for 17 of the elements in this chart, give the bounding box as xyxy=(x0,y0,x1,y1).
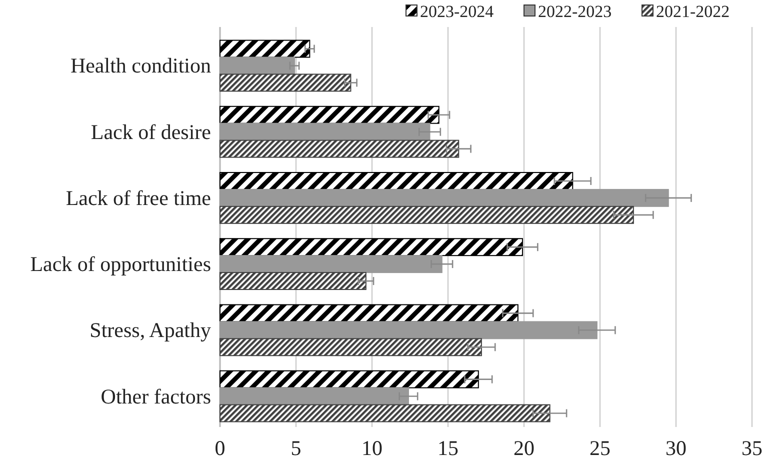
x-tick-label: 30 xyxy=(666,436,686,460)
y-tick-label: Lack of free time xyxy=(66,186,211,210)
x-tick-label: 5 xyxy=(290,436,302,460)
x-tick-label: 10 xyxy=(362,436,382,460)
y-tick-label: Lack of opportunities xyxy=(30,252,211,276)
x-tick-label: 35 xyxy=(742,436,762,460)
y-tick-label: Other factors xyxy=(100,384,211,408)
y-tick-label: Stress, Apathy xyxy=(90,318,212,342)
legend-label: 2022-2023 xyxy=(538,2,612,21)
x-tick-label: 20 xyxy=(514,436,534,460)
y-tick-label: Health condition xyxy=(70,54,212,78)
x-tick-label: 0 xyxy=(214,436,226,460)
legend-label: 2023-2024 xyxy=(420,2,494,21)
x-tick-label: 15 xyxy=(438,436,458,460)
legend-label: 2021-2022 xyxy=(656,2,730,21)
y-tick-label: Lack of desire xyxy=(90,120,211,144)
x-tick-label: 25 xyxy=(590,436,610,460)
